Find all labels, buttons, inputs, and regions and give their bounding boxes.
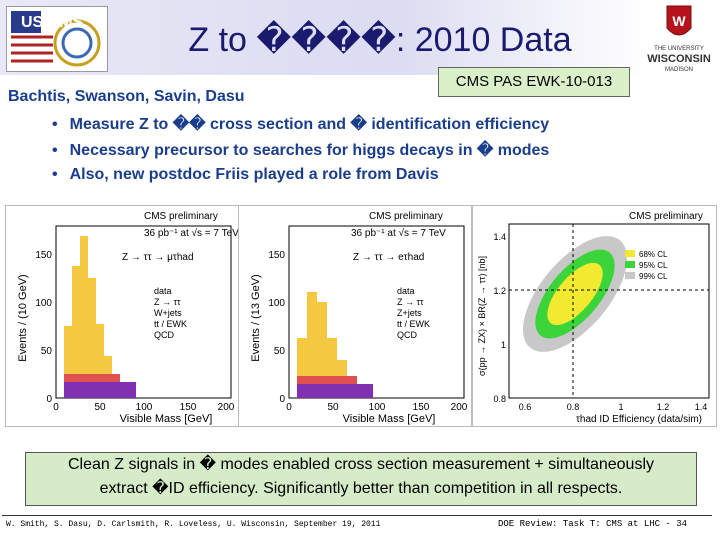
- xtick-etau-2: 100: [369, 402, 386, 413]
- us-cms-logo-graphic: US CMS: [7, 7, 107, 71]
- xtick-cl-1: 0.8: [567, 402, 580, 412]
- plot-etau-xlabel: Visible Mass [GeV]: [343, 413, 436, 425]
- page-title: Z to ����: 2010 Data: [188, 21, 572, 59]
- svg-text:W: W: [672, 13, 686, 29]
- plot-etau-frame: [288, 225, 465, 399]
- plot-likelihood-xticks: 0.6 0.8 1 1.2 1.4: [519, 402, 708, 412]
- xtick-mutau-0: 0: [53, 402, 59, 413]
- ytick-cl-1: 1: [501, 340, 506, 350]
- uw-logo-bottom: MADISON: [665, 67, 693, 73]
- plot-etau: Events / (13 GeV) CMS preliminary 36 pb⁻…: [238, 205, 472, 427]
- summary-line-1: Clean Z signals in � modes enabled cross…: [67, 456, 655, 473]
- authors-line: Bachtis, Swanson, Savin, Dasu: [8, 88, 245, 105]
- header-banner: [0, 0, 720, 75]
- ytick-etau-2: 100: [268, 298, 285, 309]
- plot-etau-figure: Events / (13 GeV) CMS preliminary 36 pb⁻…: [250, 211, 468, 425]
- plot-etau-yticks: 0 50 100 150: [268, 250, 285, 405]
- ytick-etau-3: 150: [268, 250, 285, 261]
- plot-etau-lumi: 36 pb⁻¹ at √s = 7 TeV: [351, 227, 446, 239]
- footer-divider: [2, 515, 712, 516]
- plot-mutau-figure: Events / (10 GeV) CMS preliminary 36 pb⁻…: [17, 211, 239, 425]
- ytick-etau-1: 50: [274, 346, 286, 357]
- plot-mutau-frame: [55, 225, 232, 399]
- plot-etau-channel: Z → ττ → eτhad: [353, 252, 424, 263]
- plot-likelihood-title: CMS preliminary: [629, 211, 703, 222]
- legend-cl-0: 68% CL: [639, 250, 668, 259]
- us-cms-logo: US CMS: [6, 6, 108, 72]
- legend-cl-2: 99% CL: [639, 272, 668, 281]
- legend-etau-1: Z → ττ: [397, 297, 424, 307]
- legend-mutau-4: QCD: [154, 330, 175, 340]
- summary-callout: Clean Z signals in � modes enabled cross…: [25, 452, 697, 506]
- ytick-cl-3: 1.4: [493, 232, 506, 242]
- uw-logo: W THE UNIVERSITY WISCONSIN MADISON: [640, 2, 718, 74]
- plot-mutau-ylabel: Events / (10 GeV): [17, 274, 29, 361]
- xtick-cl-0: 0.6: [519, 402, 532, 412]
- legend-etau-4: QCD: [397, 330, 418, 340]
- xtick-etau-4: 200: [451, 402, 468, 413]
- legend-etau-3: tt / EWK: [397, 319, 430, 329]
- xtick-mutau-2: 100: [136, 402, 153, 413]
- ytick-mutau-1: 50: [41, 346, 53, 357]
- xtick-etau-1: 50: [327, 402, 339, 413]
- ytick-mutau-0: 0: [46, 394, 52, 405]
- ytick-etau-0: 0: [279, 394, 285, 405]
- plot-mutau-legend: data Z → ττ W+jets tt / EWK QCD: [154, 286, 187, 340]
- xtick-cl-3: 1.2: [657, 402, 670, 412]
- uw-logo-top: THE UNIVERSITY: [654, 46, 704, 52]
- legend-etau-2: Z+jets: [397, 308, 422, 318]
- footer-page-info: DOE Review: Task T: CMS at LHC - 34: [498, 519, 688, 529]
- xtick-mutau-3: 150: [180, 402, 197, 413]
- xtick-mutau-1: 50: [94, 402, 106, 413]
- plot-mutau-yticks: 0 50 100 150: [35, 250, 52, 405]
- uw-crest-icon: W THE UNIVERSITY WISCONSIN MADISON: [647, 5, 711, 73]
- legend-mutau-0: data: [154, 286, 172, 296]
- plot-etau-legend: data Z → ττ Z+jets tt / EWK QCD: [397, 286, 430, 340]
- legend-etau-0: data: [397, 286, 415, 296]
- bullet-item-2: Necessary precursor to searches for higg…: [52, 140, 550, 160]
- plot-etau-xticks: 0 50 100 150 200: [286, 402, 468, 413]
- ytick-mutau-2: 100: [35, 298, 52, 309]
- xtick-mutau-4: 200: [218, 402, 235, 413]
- summary-line-2: extract �ID efficiency. Significantly be…: [99, 480, 623, 497]
- plot-mutau-stack: [64, 236, 136, 398]
- plot-etau-stack: [297, 292, 373, 398]
- plot-likelihood-frame: [508, 223, 710, 399]
- xtick-cl-4: 1.4: [695, 402, 708, 412]
- ytick-cl-2: 1.2: [493, 286, 506, 296]
- legend-mutau-1: Z → ττ: [154, 297, 181, 307]
- legend-mutau-2: W+jets: [154, 308, 182, 318]
- ytick-cl-0: 0.8: [493, 394, 506, 404]
- xtick-etau-0: 0: [286, 402, 292, 413]
- plot-mutau-lumi: 36 pb⁻¹ at √s = 7 TeV: [144, 227, 238, 239]
- plot-likelihood-yticks: 0.8 1 1.2 1.4: [493, 232, 506, 404]
- xtick-etau-3: 150: [413, 402, 430, 413]
- legend-cl-1: 95% CL: [639, 261, 668, 270]
- plot-mutau-title: CMS preliminary: [144, 211, 218, 222]
- plot-mutau-xticks: 0 50 100 150 200: [53, 402, 235, 413]
- plot-likelihood-contours: [523, 236, 627, 352]
- bullet-item-1: Measure Z to �� cross section and � iden…: [52, 114, 550, 134]
- plot-mutau: Events / (10 GeV) CMS preliminary 36 pb⁻…: [5, 205, 239, 427]
- plot-mutau-channel: Z → ττ → μτhad: [122, 252, 194, 263]
- bullet-item-3: Also, new postdoc Friis played a role fr…: [52, 166, 439, 184]
- xtick-cl-2: 1: [618, 402, 623, 412]
- plot-likelihood-figure: σ(pp → ZX) × BR(Z → ττ) [nb] CMS prelimi…: [477, 211, 710, 425]
- plot-etau-ylabel: Events / (13 GeV): [250, 274, 262, 361]
- plot-mutau-xlabel: Visible Mass [GeV]: [120, 413, 213, 425]
- uw-logo-name: WISCONSIN: [647, 53, 711, 65]
- us-cms-logo-text: US CMS: [21, 14, 84, 31]
- plot-likelihood: σ(pp → ZX) × BR(Z → ττ) [nb] CMS prelimi…: [472, 205, 717, 427]
- plot-likelihood-ylabel: σ(pp → ZX) × BR(Z → ττ) [nb]: [477, 256, 487, 376]
- pas-reference-badge: CMS PAS EWK-10-013: [438, 67, 630, 97]
- footer-credits: W. Smith, S. Dasu, D. Carlsmith, R. Love…: [6, 520, 381, 529]
- ytick-mutau-3: 150: [35, 250, 52, 261]
- plot-likelihood-legend: 68% CL 95% CL 99% CL: [625, 250, 668, 281]
- plot-likelihood-xlabel: τhad ID Efficiency (data/sim): [576, 414, 702, 425]
- plot-etau-title: CMS preliminary: [369, 211, 443, 222]
- legend-mutau-3: tt / EWK: [154, 319, 187, 329]
